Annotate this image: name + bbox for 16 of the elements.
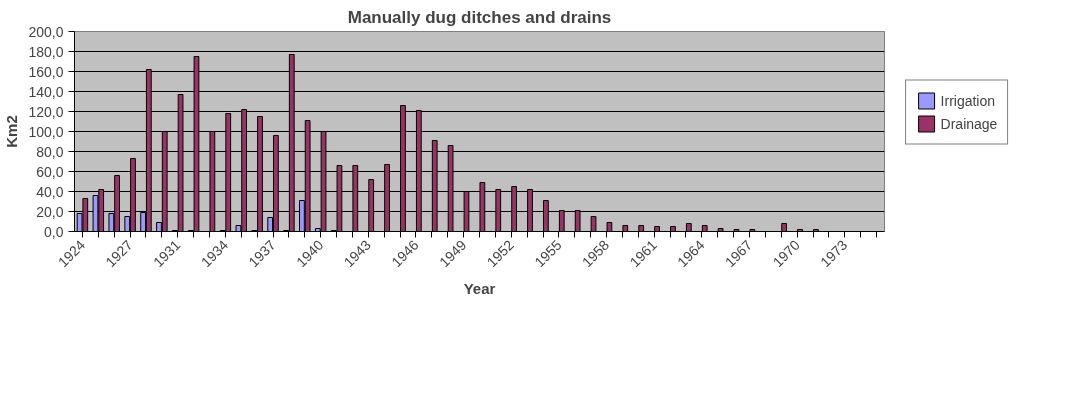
y-tick-label: 0,0 bbox=[44, 223, 64, 240]
y-tick-label: 160,0 bbox=[28, 63, 64, 80]
x-axis-title: Year bbox=[463, 279, 496, 297]
y-tick-label: 200,0 bbox=[28, 23, 64, 40]
legend-label: Drainage bbox=[940, 115, 998, 131]
y-axis-title: Km2 bbox=[3, 115, 21, 148]
y-tick-label: 60,0 bbox=[36, 163, 64, 180]
y-tick-label: 80,0 bbox=[36, 143, 64, 160]
y-tick-label: 100,0 bbox=[28, 123, 64, 140]
y-tick-label: 20,0 bbox=[36, 203, 64, 220]
y-tick-label: 180,0 bbox=[28, 43, 64, 60]
y-tick-label: 40,0 bbox=[36, 183, 64, 200]
chart-title: Manually dug ditches and drains bbox=[347, 7, 612, 27]
y-tick-label: 120,0 bbox=[28, 103, 64, 120]
legend-label: Irrigation bbox=[940, 92, 996, 108]
y-tick-label: 140,0 bbox=[28, 83, 64, 100]
